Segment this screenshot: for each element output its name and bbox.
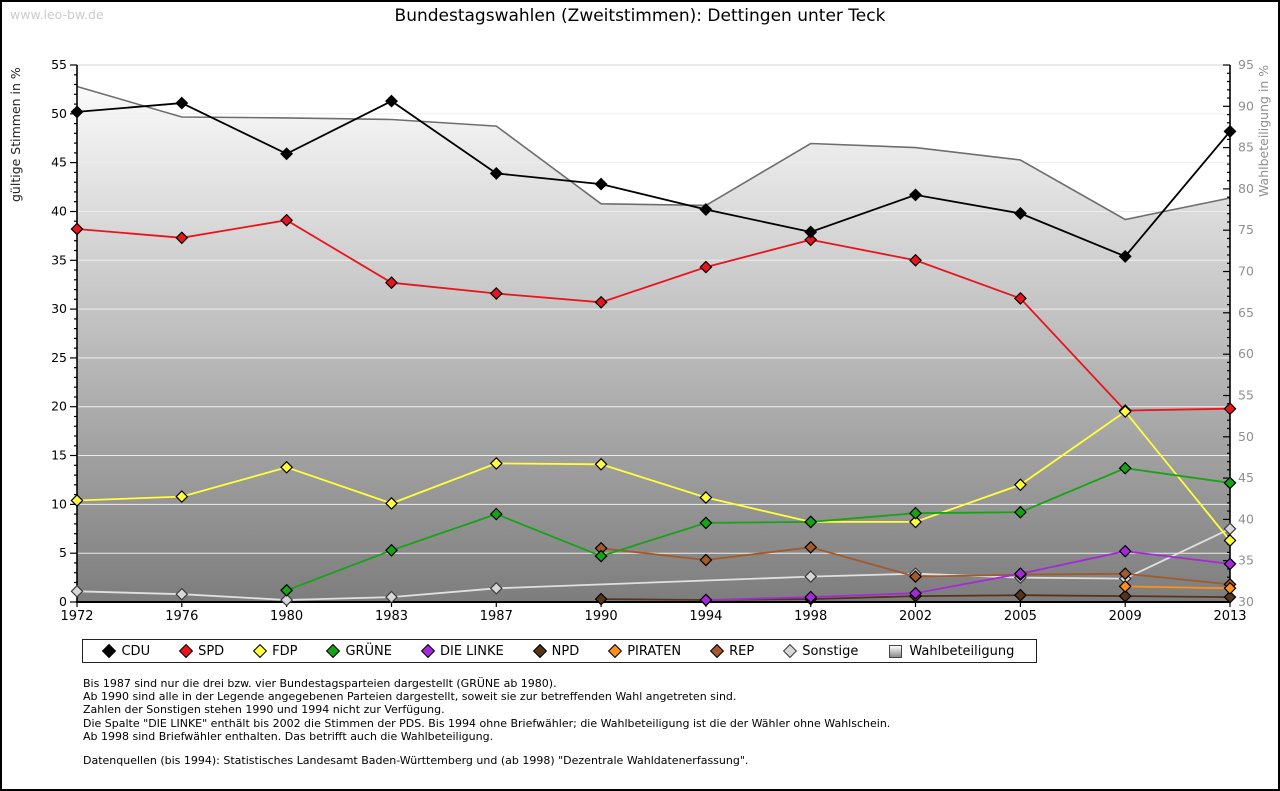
legend-label: FDP [272,643,298,659]
footnote-line: Ab 1990 sind alle in der Legende angegeb… [83,690,737,704]
svg-text:20: 20 [51,399,67,414]
svg-text:2009: 2009 [1109,609,1142,624]
svg-text:50: 50 [51,106,67,121]
series-piraten [1118,579,1237,595]
footnote-line: Zahlen der Sonstigen stehen 1990 und 199… [83,703,445,717]
svg-text:1994: 1994 [689,609,722,624]
svg-text:55: 55 [1238,388,1254,403]
svg-text:65: 65 [1238,305,1254,320]
svg-text:45: 45 [51,155,67,170]
legend-label: SPD [198,643,225,659]
svg-text:10: 10 [51,496,67,511]
svg-text:2013: 2013 [1213,609,1246,624]
series-marker-icon [326,643,341,659]
legend-label: DIE LINKE [439,643,504,659]
svg-text:2002: 2002 [899,609,932,624]
svg-text:0: 0 [59,594,67,609]
legend-label: Wahlbeteiligung [909,643,1015,659]
legend-item-fdp: FDP [253,643,298,659]
right-axis-labels: 30 35 40 45 50 55 60 65 70 75 80 85 90 95 [1238,57,1254,609]
svg-text:35: 35 [51,252,67,267]
series-marker-icon [102,643,117,659]
svg-text:1987: 1987 [480,609,513,624]
svg-text:75: 75 [1238,222,1254,237]
svg-text:55: 55 [51,57,67,72]
svg-text:50: 50 [1238,429,1254,444]
left-axis-labels: 0 5 10 15 20 25 30 35 40 45 50 55 [51,57,67,609]
svg-text:30: 30 [1238,594,1254,609]
gridlines [77,64,1230,554]
svg-text:15: 15 [51,448,67,463]
footnotes-block: Bis 1987 sind nur die drei bzw. vier Bun… [83,677,890,743]
legend-label: REP [729,643,755,659]
turnout-area [77,86,1230,602]
page-title: Bundestagswahlen (Zweitstimmen): Detting… [394,6,886,26]
series-marker-icon [608,643,623,659]
svg-text:85: 85 [1238,140,1254,155]
svg-text:2005: 2005 [1004,609,1037,624]
svg-text:35: 35 [1238,553,1254,568]
svg-text:40: 40 [51,204,67,219]
x-axis-labels: 1972 1976 1980 1983 1987 1990 1994 1998 2002 2005… [60,609,1246,624]
svg-text:1980: 1980 [270,609,303,624]
series-cdu [70,94,1237,263]
svg-text:90: 90 [1238,98,1254,113]
series-die-linke [699,544,1237,607]
series-wahlbeteiligung-line [76,85,1231,221]
turnout-area-swatch [889,644,903,658]
legend-label: GRÜNE [345,643,392,659]
series-marker-icon [532,643,547,659]
legend-item-spd: SPD [178,643,225,659]
footnote-line: Ab 1998 sind Briefwähler enthalten. Das … [83,729,494,743]
svg-text:5: 5 [59,545,67,560]
legend-item-die-linke: DIE LINKE [420,643,504,659]
legend-label: NPD [551,643,580,659]
svg-text:70: 70 [1238,264,1254,279]
svg-text:80: 80 [1238,181,1254,196]
series-fdp [70,405,1237,547]
svg-text:1976: 1976 [165,609,198,624]
legend-item-cdu: CDU [102,643,151,659]
footnote-line: Bis 1987 sind nur die drei bzw. vier Bun… [83,677,557,690]
chart-legend: CDU SPD FDP GRÜNE DIE LINKE NPD PIRATEN REP Sons… [82,639,1037,663]
svg-text:30: 30 [51,301,67,316]
svg-text:60: 60 [1238,346,1254,361]
series-marker-icon [178,643,194,659]
svg-text:1998: 1998 [794,609,827,624]
series-marker-icon [420,643,436,659]
svg-text:25: 25 [51,350,67,365]
axes [70,64,1231,607]
legend-item-sonstige: Sonstige [783,643,859,659]
legend-label: Sonstige [802,643,859,659]
legend-item-wahlbeteiligung: Wahlbeteiligung [889,644,1014,659]
series-marker-icon [783,643,798,659]
legend-label: PIRATEN [627,643,682,659]
svg-text:40: 40 [1238,511,1254,526]
series-marker-icon [710,643,725,659]
svg-text:1990: 1990 [585,609,618,624]
svg-text:95: 95 [1238,57,1254,72]
left-axis-title: gültige Stimmen in % [8,67,23,202]
series-marker-icon [253,643,268,659]
svg-text:1972: 1972 [60,609,93,624]
legend-label: CDU [121,643,151,659]
legend-item-grüne: GRÜNE [326,643,392,659]
svg-text:45: 45 [1238,470,1254,485]
svg-text:1983: 1983 [375,609,408,624]
right-axis-title: Wahlbeteiligung in % [1256,65,1271,197]
legend-item-npd: NPD [532,643,580,659]
legend-item-rep: REP [710,643,755,659]
watermark-text: www.leo-bw.de [10,7,104,22]
datasource-line: Datenquellen (bis 1994): Statistisches L… [83,754,749,767]
footnote-line: Die Spalte "DIE LINKE" enthält bis 2002 … [83,716,891,730]
series-grüne [280,461,1237,597]
legend-item-piraten: PIRATEN [608,643,682,659]
